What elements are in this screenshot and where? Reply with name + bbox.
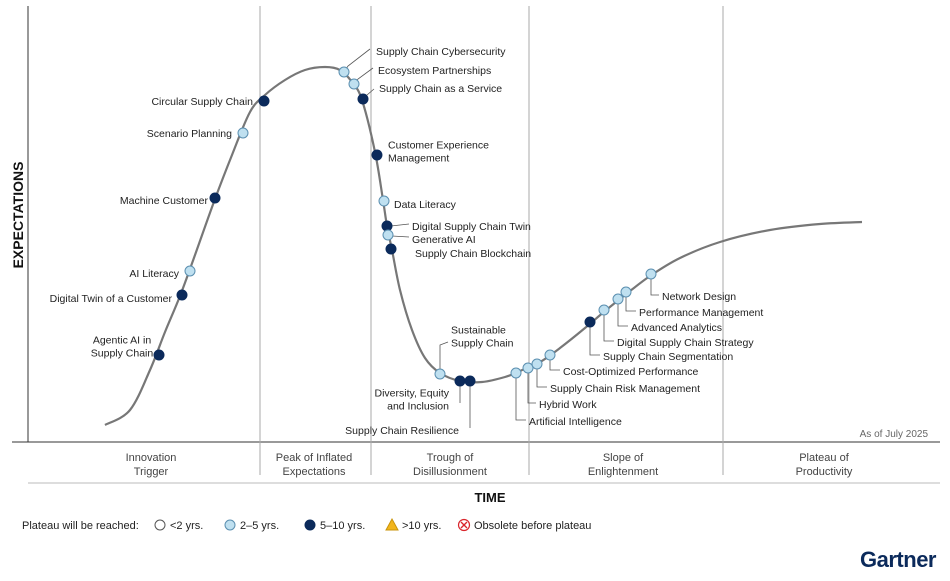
tech-label: Supply Chain [451, 338, 514, 350]
tech-marker [612, 293, 624, 305]
tech-label: Digital Twin of a Customer [50, 293, 173, 305]
tech-marker [434, 368, 446, 380]
phase-label-3-line2: Disillusionment [413, 466, 487, 478]
tech-label: Digital Supply Chain Twin [412, 221, 531, 233]
hype-curve [104, 65, 863, 426]
tech-marker [338, 66, 350, 78]
tech-marker [584, 316, 596, 328]
tech-label: Supply Chain Risk Management [550, 383, 700, 395]
legend-circle-icon [224, 519, 236, 531]
tech-label: Digital Supply Chain Strategy [617, 337, 754, 349]
tech-label: Diversity, Equity [375, 388, 450, 400]
tech-label: Generative AI [412, 234, 476, 246]
tech-marker [522, 362, 534, 374]
tech-marker [385, 243, 397, 255]
legend-label-5to10: 5–10 yrs. [320, 520, 365, 532]
phase-label-3: Trough of [427, 452, 475, 464]
tech-marker [598, 304, 610, 316]
tech-label: Performance Management [639, 307, 763, 319]
tech-marker [153, 349, 165, 361]
tech-marker [237, 127, 249, 139]
phase-label-4: Slope of [603, 452, 644, 464]
phase-label-4-line2: Enlightenment [588, 466, 658, 478]
tech-label: Advanced Analytics [631, 322, 722, 334]
tech-label: Circular Supply Chain [151, 96, 253, 108]
phase-label-1: Innovation [126, 452, 177, 464]
tech-label: Supply Chain [91, 348, 154, 360]
tech-label: Sustainable [451, 325, 506, 337]
legend-label-gt10: >10 yrs. [402, 520, 441, 532]
phase-label-2: Peak of Inflated [276, 452, 352, 464]
tech-label: Network Design [662, 291, 736, 303]
legend-obsolete-x-icon [460, 521, 468, 529]
tech-marker [176, 289, 188, 301]
gartner-logo: Gartner [860, 547, 936, 572]
tech-marker [378, 195, 390, 207]
tech-marker [645, 268, 657, 280]
tech-label: Scenario Planning [147, 128, 232, 140]
tech-marker [348, 78, 360, 90]
tech-label: Ecosystem Partnerships [378, 65, 491, 77]
legend-circle-icon [304, 519, 316, 531]
y-axis-title: EXPECTATIONS [10, 162, 26, 269]
legend-triangle-icon [385, 517, 399, 531]
phase-label-5: Plateau of [799, 452, 849, 464]
tech-marker [382, 229, 394, 241]
legend-label-obsolete: Obsolete before plateau [474, 520, 591, 532]
tech-marker [454, 375, 466, 387]
phase-label-5-line2: Productivity [796, 466, 853, 478]
tech-label: Supply Chain Cybersecurity [376, 46, 506, 58]
tech-marker [371, 149, 383, 161]
tech-label: AI Literacy [129, 268, 179, 280]
phase-label-1-line2: Trigger [134, 466, 169, 478]
tech-label: and Inclusion [387, 401, 449, 413]
phase-label-2-line2: Expectations [283, 466, 346, 478]
as-of-date: As of July 2025 [860, 429, 929, 440]
tech-marker [258, 95, 270, 107]
tech-label: Supply Chain Resilience [345, 425, 459, 437]
tech-marker [531, 358, 543, 370]
tech-marker [464, 375, 476, 387]
legend-title: Plateau will be reached: [22, 520, 139, 532]
tech-leader-line [515, 373, 526, 421]
tech-label: Management [388, 153, 449, 165]
legend-circle-icon [154, 519, 166, 531]
tech-marker [544, 349, 556, 361]
tech-label: Supply Chain as a Service [379, 83, 502, 95]
tech-marker [184, 265, 196, 277]
tech-label: Agentic AI in [93, 335, 152, 347]
tech-label: Cost-Optimized Performance [563, 366, 699, 378]
legend-label-lt2: <2 yrs. [170, 520, 203, 532]
tech-marker [357, 93, 369, 105]
tech-label: Customer Experience [388, 140, 489, 152]
tech-label: Artificial Intelligence [529, 416, 622, 428]
x-axis-title: TIME [474, 490, 505, 505]
tech-label: Machine Customer [120, 195, 209, 207]
tech-marker [381, 220, 393, 232]
legend-label-2to5: 2–5 yrs. [240, 520, 279, 532]
tech-marker [209, 192, 221, 204]
tech-marker [620, 286, 632, 298]
tech-label: Supply Chain Segmentation [603, 351, 733, 363]
tech-label: Data Literacy [394, 199, 457, 211]
tech-marker [510, 367, 522, 379]
tech-label: Hybrid Work [539, 399, 597, 411]
tech-label: Supply Chain Blockchain [415, 248, 531, 260]
